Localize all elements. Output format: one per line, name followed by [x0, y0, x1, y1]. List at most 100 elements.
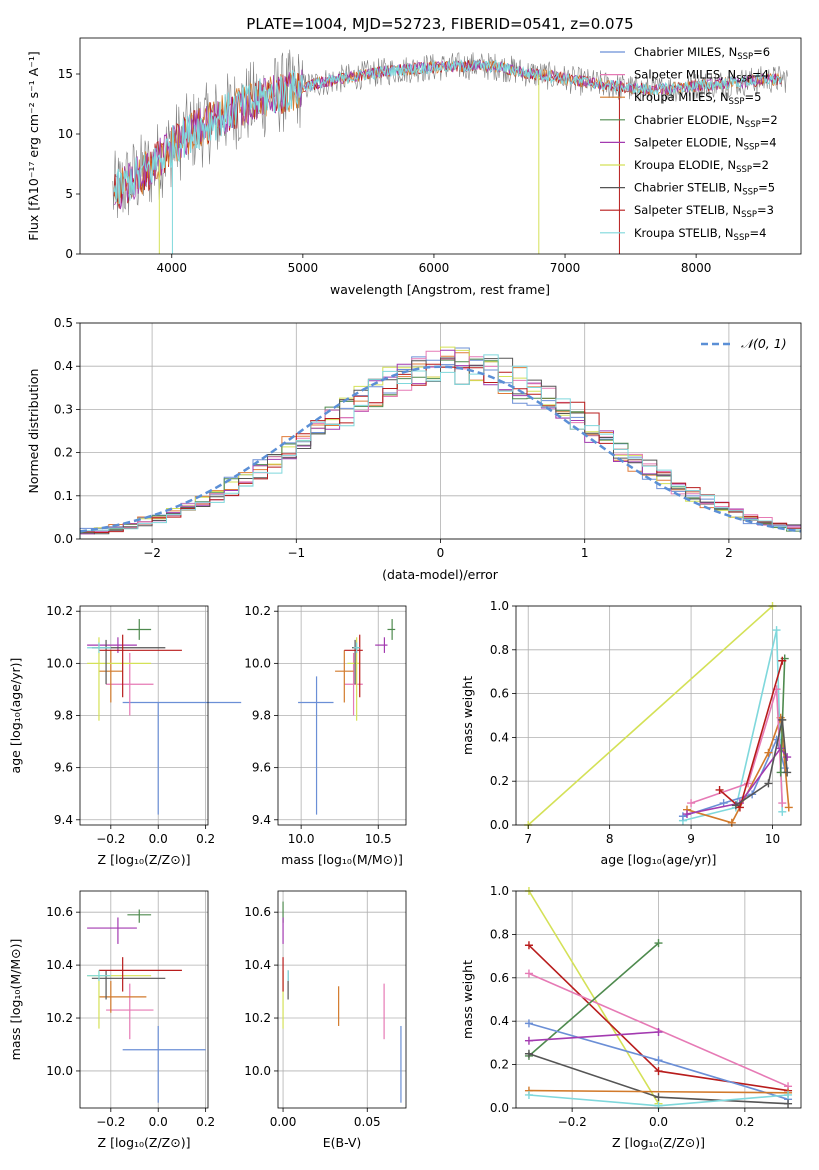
mass-z-frame — [79, 890, 209, 1109]
weight-z-marker — [524, 1019, 533, 1028]
legend-entry-label: Salpeter MILES, NSSP=4 — [634, 68, 769, 85]
age-mass-y-tick-label: 10.2 — [244, 604, 271, 618]
weight-age-y-tick-label: 0.8 — [490, 643, 509, 657]
spectrum-x-tick-label: 8000 — [681, 261, 712, 275]
spectrum-frame — [79, 37, 802, 255]
weight-age-series-line — [686, 747, 788, 815]
mass-ebv-y-tick-label: 10.2 — [244, 1011, 271, 1025]
weight-age-y-tick-label: 1.0 — [490, 599, 509, 613]
mass-weight-vs-age-panel: 7 8 9 10 0.0 0.2 0.4 0.6 0.8 1.0 age [log₁₀(age/yr… — [460, 599, 802, 867]
histogram-y-tick-label: 0.3 — [54, 402, 73, 416]
histogram-x-ticks: −2 −1 0 1 2 0.0 0.1 0.2 0.3 0.4 0.5 — [54, 316, 733, 560]
age-mass-y-tick-label: 9.4 — [252, 813, 271, 827]
legend-entry-label: Kroupa MILES, NSSP=5 — [634, 90, 761, 107]
weight-z-series-line — [528, 890, 660, 1105]
age-z-plot-area — [87, 619, 242, 815]
panel1-title: PLATE=1004, MJD=52723, FIBERID=0541, z=0… — [246, 15, 633, 33]
weight-age-x-tick-label: 7 — [524, 832, 532, 846]
spectrum-y-tick-label: 5 — [65, 187, 73, 201]
weight-age-marker — [778, 807, 787, 816]
mass-weight-vs-metallicity-panel: −0.2 0.0 0.2 0.0 0.2 0.4 0.6 0.8 1.0 Z [log₁₀(Z/Z… — [460, 884, 802, 1150]
weight-age-plot-area — [524, 602, 793, 829]
weight-age-y-tick-label: 0.4 — [490, 730, 509, 744]
weight-age-marker — [778, 799, 787, 808]
histogram-series-step — [79, 354, 801, 539]
mass-ebv-x-tick-label: 0.00 — [270, 1115, 297, 1129]
weight-z-marker — [654, 1067, 663, 1076]
spectrum-x-ticks: 4000 5000 6000 7000 8000 — [156, 254, 711, 275]
weight-z-x-tick-label: −0.2 — [558, 1115, 587, 1129]
histogram-x-tick-label: 0 — [437, 546, 445, 560]
spectrum-x-tick-label: 4000 — [156, 261, 187, 275]
mass-z-x-tick-label: 0.0 — [149, 1115, 168, 1129]
legend-entry-label: Chabrier ELODIE, NSSP=2 — [634, 113, 778, 130]
mass-z-x-label: Z [log₁₀(Z/Z⊙)] — [98, 1135, 191, 1150]
spectrum-x-tick-label: 7000 — [550, 261, 581, 275]
mass-vs-extinction-panel: 0.00 0.05 10.0 10.2 10.4 10.6 E(B-V) — [244, 890, 407, 1150]
histogram-y-tick-label: 0.0 — [54, 532, 73, 546]
weight-age-marker — [735, 803, 744, 812]
weight-age-x-tick-label: 8 — [606, 832, 614, 846]
weight-z-y-label: mass weight — [460, 960, 475, 1039]
histogram-y-tick-label: 0.4 — [54, 359, 73, 373]
weight-age-series-line — [735, 719, 788, 806]
spectrum-panel: 4000 5000 6000 7000 8000 0 5 10 15 wavelength [… — [26, 37, 802, 297]
mass-ebv-grid — [278, 891, 406, 1108]
weight-age-frame — [515, 605, 802, 826]
age-mass-grid — [278, 606, 406, 825]
weight-z-y-tick-label: 1.0 — [490, 884, 509, 898]
spectrum-legend: Chabrier MILES, NSSP=6 Salpeter MILES, NS… — [600, 45, 778, 243]
weight-z-marker — [654, 1056, 663, 1065]
legend-entry-label: Salpeter ELODIE, NSSP=4 — [634, 135, 777, 152]
legend-entry-label: Salpeter STELIB, NSSP=3 — [634, 203, 774, 220]
weight-z-frame — [515, 890, 802, 1109]
weight-z-series-line — [528, 1031, 659, 1042]
spectrum-y-label: Flux [fλ10⁻¹⁷ erg cm⁻² s⁻¹ A⁻¹] — [26, 51, 41, 240]
mass-z-x-tick-label: −0.2 — [96, 1115, 125, 1129]
weight-z-y-tick-label: 0.2 — [490, 1058, 509, 1072]
weight-z-marker — [524, 1049, 533, 1058]
age-mass-y-tick-label: 9.8 — [252, 709, 271, 723]
mass-ebv-y-tick-label: 10.4 — [244, 958, 271, 972]
weight-age-marker — [687, 799, 696, 808]
spectrum-y-tick-label: 10 — [58, 127, 73, 141]
mass-ebv-x-label: E(B-V) — [323, 1135, 362, 1150]
histogram-y-tick-label: 0.1 — [54, 489, 73, 503]
weight-age-marker — [778, 715, 787, 724]
mass-ebv-plot-area — [282, 901, 402, 1103]
weight-age-marker — [678, 812, 687, 821]
weight-z-marker — [654, 1028, 663, 1037]
weight-z-series-line — [528, 1089, 789, 1094]
mass-z-grid — [80, 891, 208, 1108]
age-z-y-label: age [log₁₀(age/yr)] — [8, 658, 23, 774]
weight-age-series-line — [527, 605, 774, 826]
weight-age-grid — [516, 605, 801, 826]
age-z-x-tick-label: 0.2 — [196, 832, 215, 846]
normal-reference-curve — [79, 365, 802, 533]
weight-z-marker — [654, 1093, 663, 1102]
weight-age-x-tick-label: 9 — [687, 832, 695, 846]
age-mass-ticks: 10.0 10.5 9.4 9.6 9.8 10.0 10.2 — [244, 604, 391, 846]
weight-z-grid — [516, 890, 801, 1109]
age-z-ticks: −0.2 0.0 0.2 9.4 9.6 9.8 10.0 10.2 — [46, 604, 215, 846]
histogram-x-tick-label: 1 — [581, 546, 589, 560]
weight-z-marker — [784, 1099, 793, 1108]
histogram-plot-area — [79, 346, 802, 539]
weight-z-series-line — [528, 942, 660, 1057]
histogram-y-label: Normed distribution — [26, 369, 41, 494]
spectrum-x-label: wavelength [Angstrom, rest frame] — [330, 282, 550, 297]
weight-age-marker — [727, 818, 736, 827]
weight-z-y-tick-label: 0.6 — [490, 971, 509, 985]
age-mass-plot-area — [298, 619, 396, 815]
age-mass-frame — [277, 605, 407, 826]
residual-histogram-panel: −2 −1 0 1 2 0.0 0.1 0.2 0.3 0.4 0.5 (data-model)/e… — [26, 316, 802, 582]
mass-ebv-frame — [277, 890, 407, 1109]
age-z-x-tick-label: −0.2 — [96, 832, 125, 846]
mass-z-y-tick-label: 10.0 — [46, 1064, 73, 1078]
spectrum-y-tick-label: 15 — [58, 67, 73, 81]
mass-z-ticks: −0.2 0.0 0.2 10.0 10.2 10.4 10.6 — [46, 905, 215, 1129]
legend-entry-label: Kroupa ELODIE, NSSP=2 — [634, 158, 769, 175]
age-vs-metallicity-panel: −0.2 0.0 0.2 9.4 9.6 9.8 10.0 10.2 Z [log₁₀(Z/Z⊙… — [8, 604, 242, 867]
mass-z-y-tick-label: 10.2 — [46, 1011, 73, 1025]
histogram-x-tick-label: −1 — [287, 546, 305, 560]
